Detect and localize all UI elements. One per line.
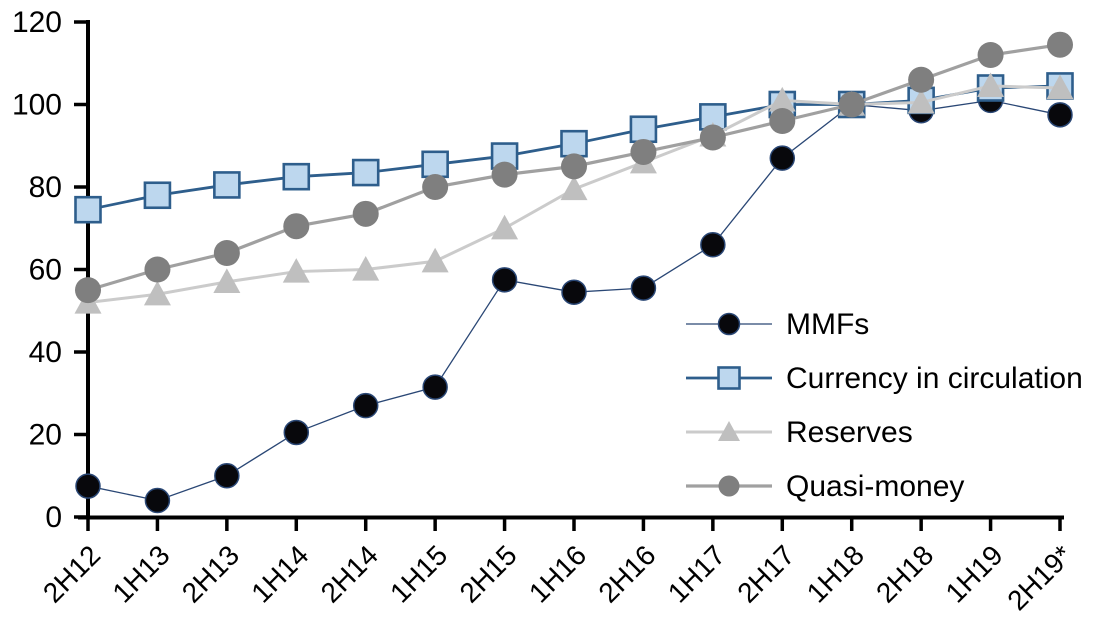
- series-marker-circle: [352, 392, 379, 419]
- x-tick-label: 2H13: [176, 539, 245, 608]
- x-tick-label: 1H17: [662, 539, 731, 608]
- x-tick-label: 2H14: [315, 539, 384, 608]
- series-marker-square: [213, 171, 241, 199]
- series-marker-circle: [144, 256, 171, 283]
- legend-item: MMFs: [686, 308, 869, 341]
- series-marker-square: [421, 150, 449, 179]
- x-tick-label: 1H14: [245, 539, 314, 608]
- series-marker-circle: [1047, 102, 1073, 128]
- series-marker-circle: [561, 279, 587, 305]
- y-tick-label: 20: [29, 419, 62, 452]
- series-marker-triangle: [282, 258, 310, 283]
- series-marker-circle: [700, 232, 726, 258]
- series-marker-circle: [144, 487, 171, 514]
- series-quasi-money: [75, 31, 1073, 304]
- series-marker-square: [629, 115, 658, 144]
- series-marker-square: [560, 129, 588, 158]
- legend-item: Reserves: [686, 416, 913, 449]
- series-marker-circle: [422, 374, 448, 400]
- legend-label: Currency in circulation: [786, 362, 1083, 395]
- series-marker-triangle: [718, 421, 740, 442]
- series-marker-circle: [561, 153, 587, 180]
- series-marker-circle: [630, 275, 657, 301]
- x-tick-label: 2H12: [37, 539, 106, 608]
- series-marker-circle: [769, 145, 796, 171]
- x-tick-label: 2H17: [731, 539, 800, 608]
- series-marker-circle: [1047, 31, 1073, 58]
- y-tick-label: 60: [29, 254, 62, 287]
- series-marker-triangle: [143, 280, 171, 306]
- series-marker-circle: [630, 138, 657, 165]
- series-marker-circle: [213, 240, 240, 266]
- series-marker-triangle: [491, 214, 519, 240]
- series-marker-circle: [352, 200, 379, 227]
- series-marker-square: [74, 195, 102, 224]
- series-marker-triangle: [977, 72, 1005, 98]
- series-marker-circle: [75, 473, 101, 499]
- y-tick-label: 80: [29, 171, 62, 204]
- x-tick-label: 1H13: [106, 539, 175, 608]
- series-marker-square: [351, 158, 380, 187]
- series-marker-square: [282, 162, 311, 191]
- legend: MMFs Currency in circulation Reserves Quasi…: [686, 308, 1083, 503]
- x-tick-label: 2H19*: [1001, 539, 1078, 616]
- x-tick-label: 1H16: [523, 539, 592, 608]
- series-marker-circle: [717, 312, 741, 336]
- series-marker-circle: [491, 161, 518, 188]
- series-marker-circle: [422, 174, 449, 200]
- series-marker-circle: [908, 66, 935, 93]
- series-marker-square: [143, 181, 172, 210]
- series-marker-triangle: [768, 86, 796, 112]
- x-tick-label: 1H19: [940, 539, 1009, 608]
- x-tick-label: 1H15: [384, 539, 453, 608]
- y-tick-label: 120: [12, 6, 62, 39]
- series-marker-circle: [491, 267, 518, 293]
- series-marker-circle: [75, 277, 101, 304]
- series-marker-circle: [977, 42, 1004, 68]
- series-marker-triangle: [421, 247, 449, 273]
- x-tick-label: 2H15: [454, 539, 523, 608]
- series-marker-circle: [283, 419, 310, 446]
- series-marker-square: [717, 366, 741, 390]
- series-marker-triangle: [560, 175, 588, 201]
- legend-label: Reserves: [786, 416, 913, 449]
- legend-label: Quasi-money: [786, 470, 964, 503]
- series-marker-circle: [838, 91, 865, 118]
- x-tick-label: 2H18: [870, 539, 939, 608]
- y-tick-label: 40: [29, 336, 62, 369]
- legend-item: Quasi-money: [686, 470, 964, 503]
- series-marker-circle: [283, 213, 310, 240]
- series-marker-circle: [769, 108, 796, 134]
- legend-label: MMFs: [786, 308, 869, 341]
- series-marker-circle: [214, 463, 240, 489]
- series-marker-circle: [699, 124, 726, 151]
- series-marker-triangle: [213, 268, 241, 293]
- series-marker-circle: [718, 475, 740, 497]
- series-marker-triangle: [352, 256, 380, 281]
- series-marker-square: [490, 142, 519, 170]
- y-tick-label: 100: [12, 89, 62, 122]
- legend-item: Currency in circulation: [686, 362, 1083, 395]
- x-tick-label: 1H18: [801, 539, 870, 608]
- y-tick-label: 0: [45, 501, 62, 534]
- x-tick-label: 2H16: [592, 539, 661, 608]
- series-marker-triangle: [907, 88, 935, 114]
- series-marker-triangle: [1046, 74, 1074, 100]
